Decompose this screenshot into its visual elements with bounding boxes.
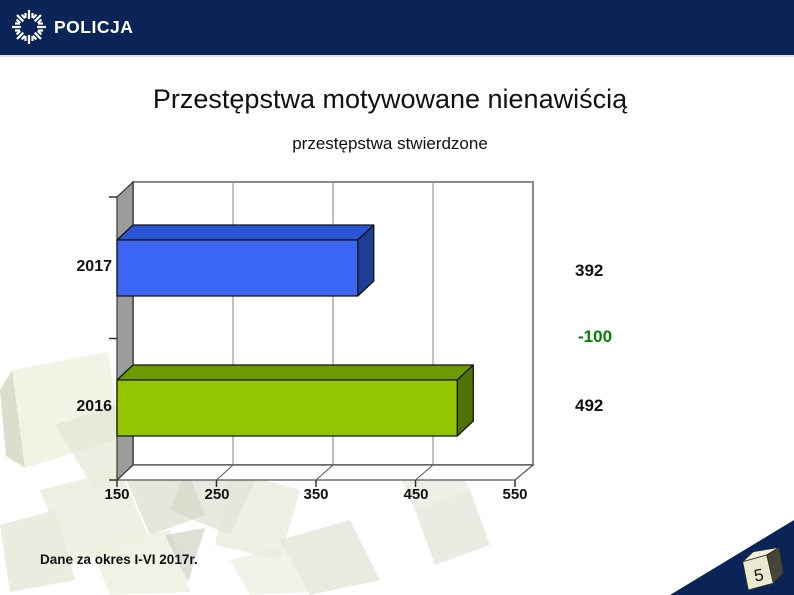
page-number: 5: [752, 565, 765, 585]
category-label-2016: 2016: [76, 398, 112, 415]
value-label-2016: 492: [575, 396, 604, 415]
difference-label: -100: [578, 327, 613, 346]
slide-title: Przestępstwa motywowane nienawiścią: [152, 84, 628, 114]
category-label-2017: 2017: [76, 258, 112, 275]
x-tick-250: 250: [204, 486, 230, 503]
policja-star-icon: [12, 10, 46, 44]
x-tick-150: 150: [104, 486, 130, 503]
header-bar: POLICJA: [0, 0, 794, 57]
bars-layer: [116, 224, 474, 437]
page-number-cube: 5: [742, 546, 784, 591]
chart-subtitle: przestępstwa stwierdzone: [292, 134, 488, 153]
brand-wordmark: POLICJA: [54, 17, 134, 37]
y-axis-ticks: [109, 196, 117, 481]
x-tick-550: 550: [502, 486, 528, 503]
footnote-text: Dane za okres I-VI 2017r.: [40, 552, 198, 567]
x-axis-ticks: [116, 480, 516, 487]
bar-chart: [109, 180, 535, 487]
value-label-2017: 392: [575, 261, 604, 280]
corner-decoration: 5: [670, 520, 794, 595]
x-tick-450: 450: [403, 486, 429, 503]
floor-tick-connectors: [216, 464, 434, 481]
x-tick-350: 350: [303, 486, 329, 503]
